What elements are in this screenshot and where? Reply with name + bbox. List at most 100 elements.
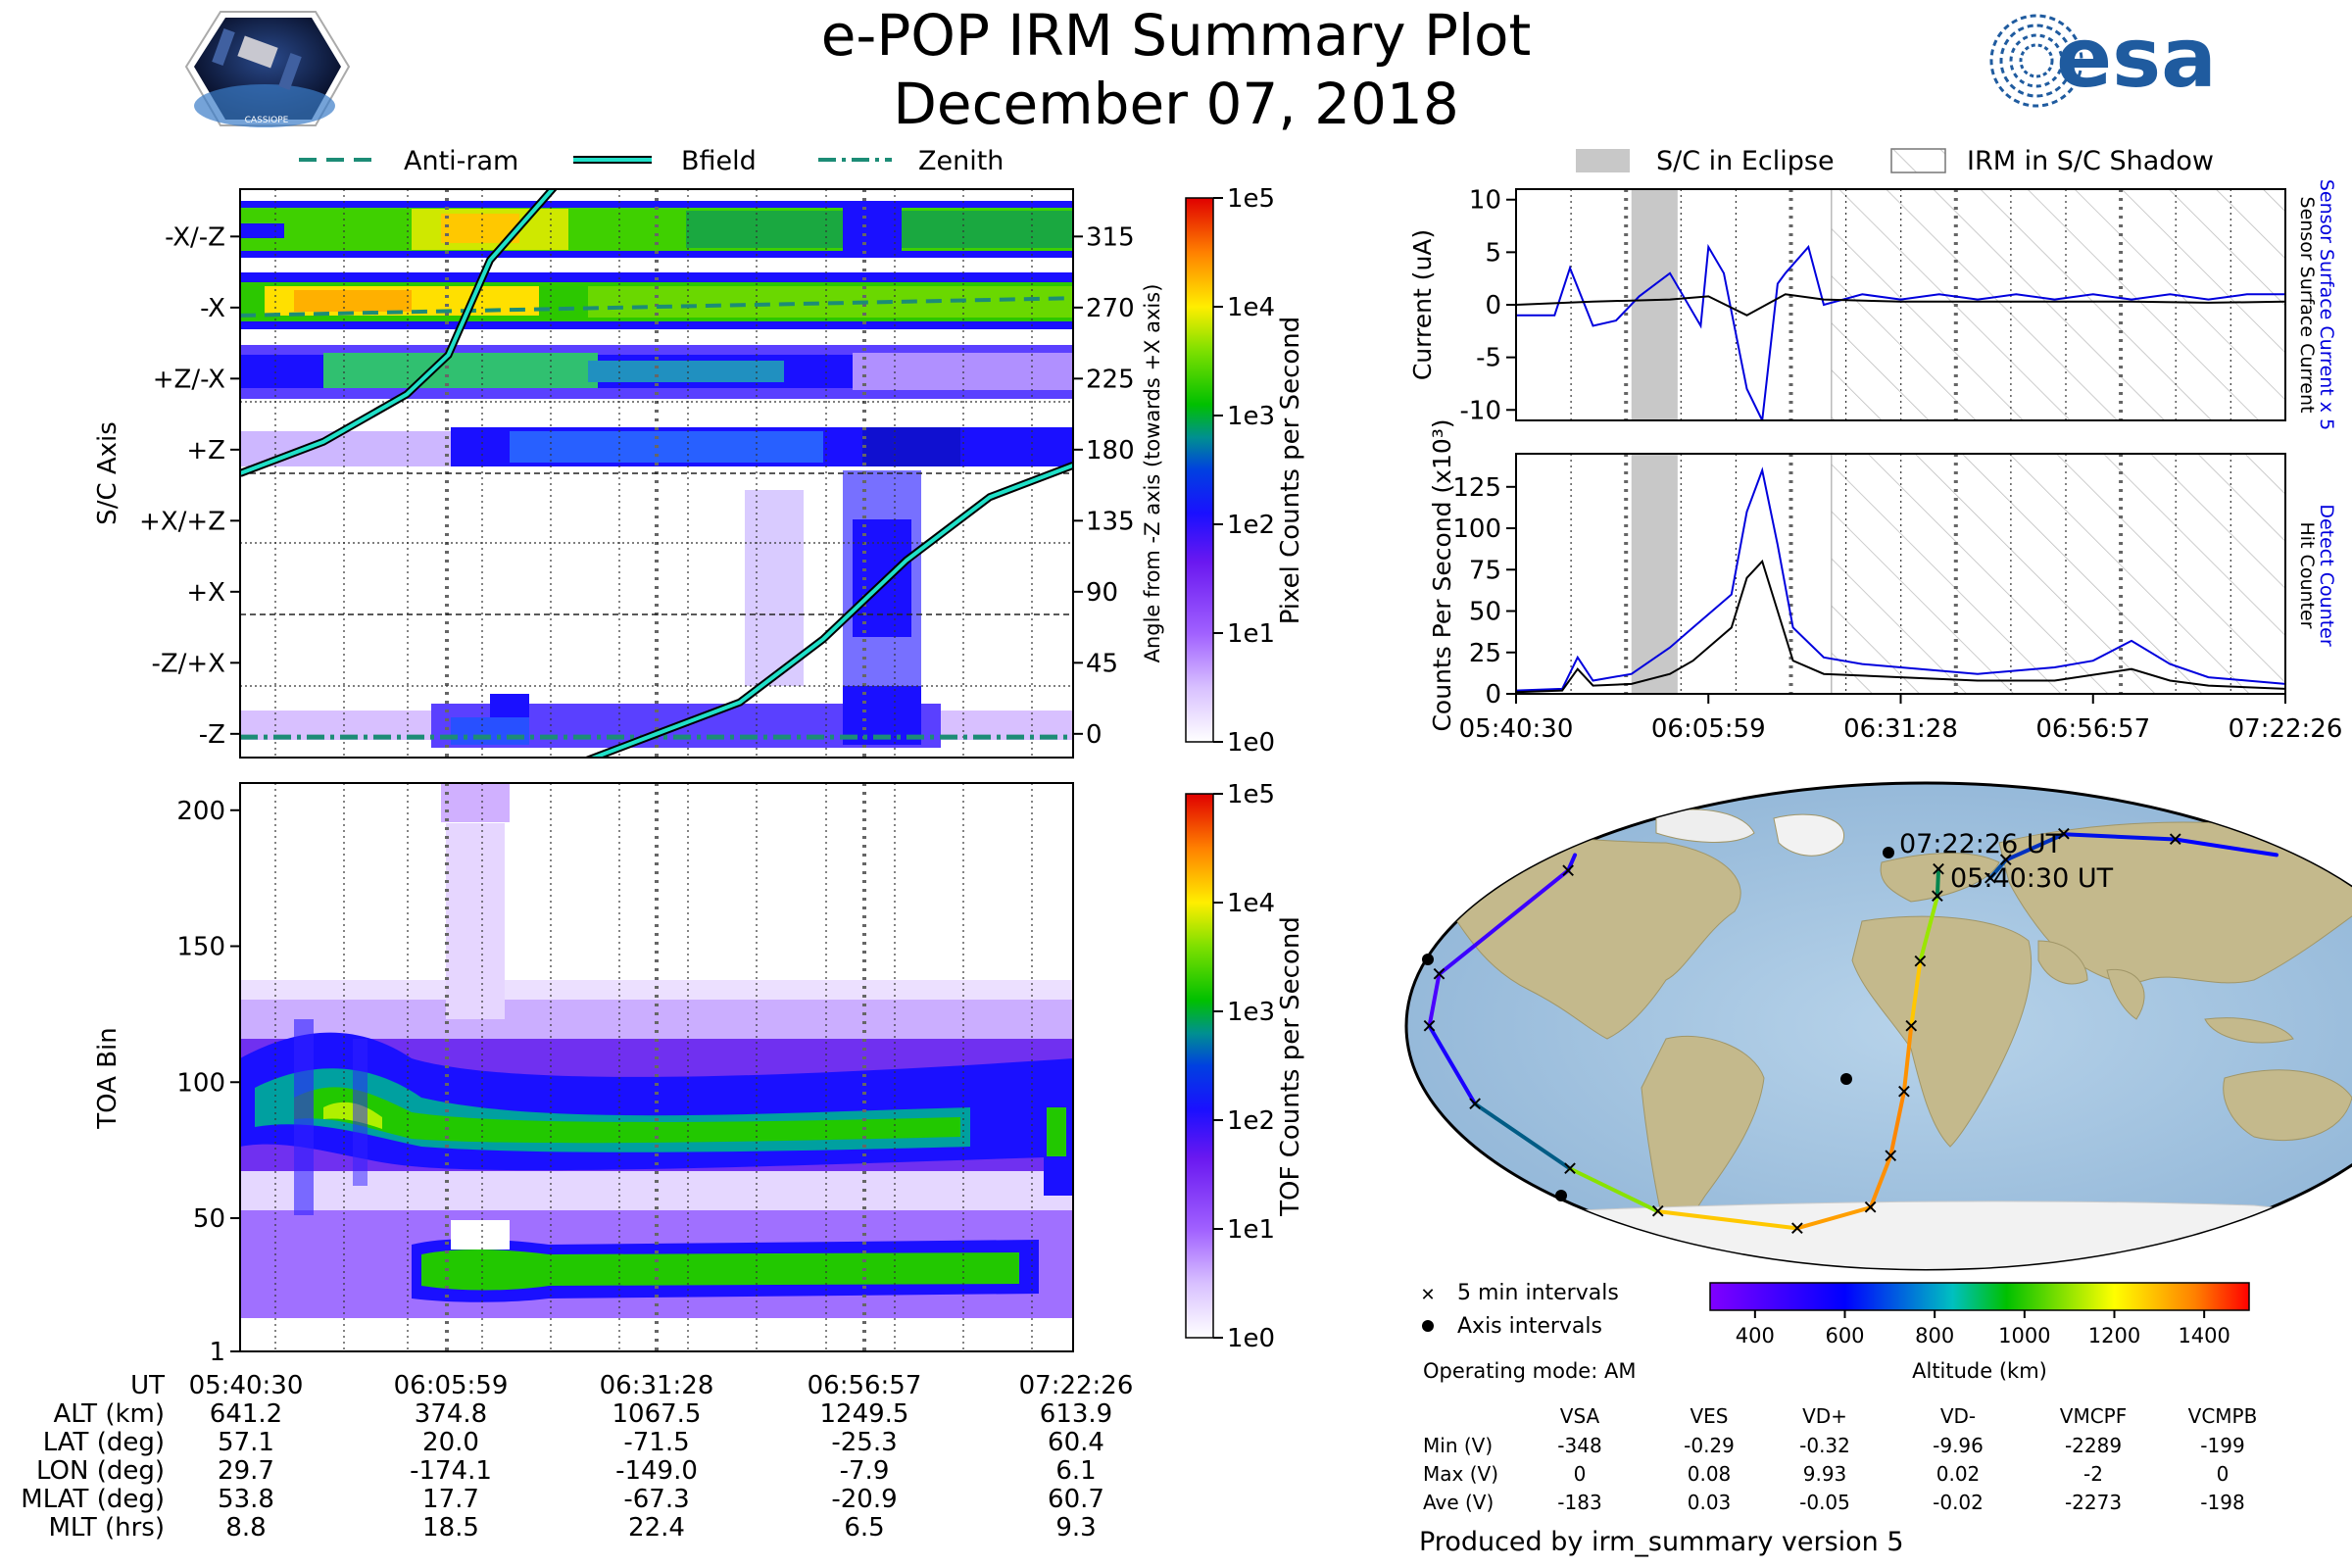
pixel-colorbar-ticks: 1e0 1e1 1e2 1e3 1e4 1e5 <box>1213 184 1275 758</box>
current-right-label-black: Sensor Surface Current <box>2296 197 2318 414</box>
left-tick-label: +X <box>186 578 225 608</box>
sc-axis-panel: -Z -Z/+X +X +X/+Z +Z +Z/-X -X -X/-Z 0 45 90 135 180… <box>93 188 1164 759</box>
shadow-region <box>1831 189 2285 420</box>
voltage-header: VCMPB <box>2188 1404 2258 1428</box>
ephemeris-cell: 1249.5 <box>820 1399 909 1429</box>
ephemeris-cell: 6.5 <box>844 1513 884 1543</box>
altitude-tick-label: 800 <box>1915 1324 1954 1348</box>
voltage-cell: -0.29 <box>1684 1434 1735 1457</box>
counts-x-tick-label: 06:05:59 <box>1651 714 1766 744</box>
counts-right-label-black: Hit Counter <box>2296 522 2318 629</box>
interval-mark: ✕ <box>1421 1014 1438 1038</box>
counts-tick-label: 0 <box>1485 680 1501 710</box>
band-minus-x <box>240 272 1073 329</box>
orbit-segment <box>1868 1153 1893 1210</box>
interval-mark: ✕ <box>1467 1092 1484 1115</box>
voltage-table: VSA VES VD+ VD- VMCPF VCMPB Min (V) -348 -0.29 -0… <box>1423 1404 2257 1514</box>
interval-mark: ✕ <box>1931 858 1947 881</box>
counts-x-tick-label: 06:31:28 <box>1843 714 1958 744</box>
left-tick-label: -X/-Z <box>165 222 225 252</box>
voltage-cell: 0.02 <box>1936 1462 1981 1486</box>
colorbar-tick-label: 1e3 <box>1227 402 1275 431</box>
current-y-ticks: 10 5 0 -5 -10 <box>1460 186 1516 425</box>
mission-logo: CASSIOPE <box>184 11 351 127</box>
ephemeris-cell: 8.8 <box>225 1513 266 1543</box>
orbit-segment <box>2061 832 2178 842</box>
orbit-segment <box>1901 1024 1914 1094</box>
ephemeris-cell: -149.0 <box>615 1456 698 1486</box>
ephemeris-cell: 06:56:57 <box>808 1371 922 1400</box>
left-tick-label: +X/+Z <box>139 507 225 536</box>
legend-anti-ram: Anti-ram <box>404 146 518 176</box>
ephemeris-cell: 22.4 <box>628 1513 685 1543</box>
current-ylabel: Current (uA) <box>1408 229 1437 380</box>
map-legend: ✕ 5 min intervals Axis intervals <box>1420 1281 1618 1339</box>
orbit-segment <box>1427 972 1442 1028</box>
colorbar-tick-label: 1e0 <box>1227 728 1275 758</box>
start-time-label: 05:40:30 UT <box>1950 863 2114 894</box>
counts-tick-label: 100 <box>1452 514 1501 544</box>
ephemeris-cell: -67.3 <box>623 1485 689 1514</box>
legend-zenith: Zenith <box>918 146 1004 176</box>
ephemeris-row-header: MLT (hrs) <box>49 1513 166 1543</box>
colorbar-tick-label: 1e4 <box>1227 889 1275 918</box>
right-tick-label: 0 <box>1086 720 1102 750</box>
interval-mark: ✕ <box>1997 849 2014 872</box>
axis-dot-2 <box>1840 1073 1852 1085</box>
counts-tick-label: 25 <box>1469 639 1501 668</box>
orbit-segment <box>1427 1024 1478 1106</box>
left-tick-label: +Z/-X <box>153 365 225 394</box>
band-plus-z-minus-x <box>240 345 1073 399</box>
ephemeris-cell: 9.3 <box>1055 1513 1096 1543</box>
orbit-segment <box>1888 1089 1906 1158</box>
altitude-tick-label: 1400 <box>2178 1324 2230 1348</box>
ephemeris-cell: -25.3 <box>831 1428 897 1457</box>
current-vertical-grid <box>1570 189 2285 420</box>
pixel-colorbar-label: Pixel Counts per Second <box>1276 317 1305 625</box>
eclipse-swatch <box>1576 149 1630 172</box>
colorbar-tick-label: 1e3 <box>1227 998 1275 1027</box>
voltage-header: VD+ <box>1802 1404 1847 1428</box>
voltage-row-label: Min (V) <box>1423 1434 1493 1457</box>
interval-mark: ✕ <box>1788 1216 1805 1240</box>
detect-counter-line <box>1516 466 2285 692</box>
sc-axis-right-ticks: 0 45 90 135 180 225 270 315 <box>1073 222 1135 750</box>
voltage-cell: -2 <box>2083 1462 2103 1486</box>
ephemeris-row-header: MLAT (deg) <box>21 1485 165 1514</box>
orbit-segment <box>1473 1102 1573 1171</box>
voltage-row-label: Max (V) <box>1423 1462 1498 1486</box>
tof-colorbar-label: TOF Counts per Second <box>1276 916 1305 1217</box>
counts-vertical-grid <box>1570 454 2285 694</box>
ephemeris-cell: 6.1 <box>1055 1456 1096 1486</box>
orbit-segment <box>1909 958 1923 1028</box>
ephemeris-cell: 1067.5 <box>612 1399 702 1429</box>
current-tick-label: -10 <box>1460 396 1501 425</box>
altitude-tick-label: 1200 <box>2088 1324 2140 1348</box>
orbit-segment <box>1566 853 1578 873</box>
voltage-header: VES <box>1690 1404 1728 1428</box>
interval-mark: ✕ <box>1431 962 1447 986</box>
anti-ram-line <box>240 296 1073 318</box>
sc-axis-ylabel: S/C Axis <box>93 421 122 525</box>
ephemeris-cell: 53.8 <box>218 1485 274 1514</box>
orbit-segment <box>2173 837 2278 858</box>
voltage-cell: -0.02 <box>1933 1491 1984 1514</box>
interval-mark: ✕ <box>1649 1200 1666 1223</box>
voltage-cell: -0.32 <box>1799 1434 1850 1457</box>
ephemeris-cell: 06:05:59 <box>394 1371 509 1400</box>
left-tick-label: -Z <box>199 720 225 750</box>
end-time-label: 07:22:26 UT <box>1899 829 2063 859</box>
orbit-segment <box>1987 858 2008 880</box>
orbit-segment <box>1568 1166 1660 1214</box>
cross-marker-icon: ✕ <box>1420 1285 1435 1305</box>
voltage-cell: 0 <box>2217 1462 2230 1486</box>
orbit-track <box>1427 832 2278 1231</box>
legend-bfield: Bfield <box>681 146 757 176</box>
current-tick-label: 5 <box>1485 238 1501 268</box>
ephemeris-row-header: LAT (deg) <box>43 1428 165 1457</box>
dot-marker-icon <box>1422 1320 1434 1332</box>
interval-mark: ✕ <box>1903 1014 1920 1038</box>
colorbar-tick-label: 1e2 <box>1227 511 1275 540</box>
voltage-header: VMCPF <box>2060 1404 2127 1428</box>
